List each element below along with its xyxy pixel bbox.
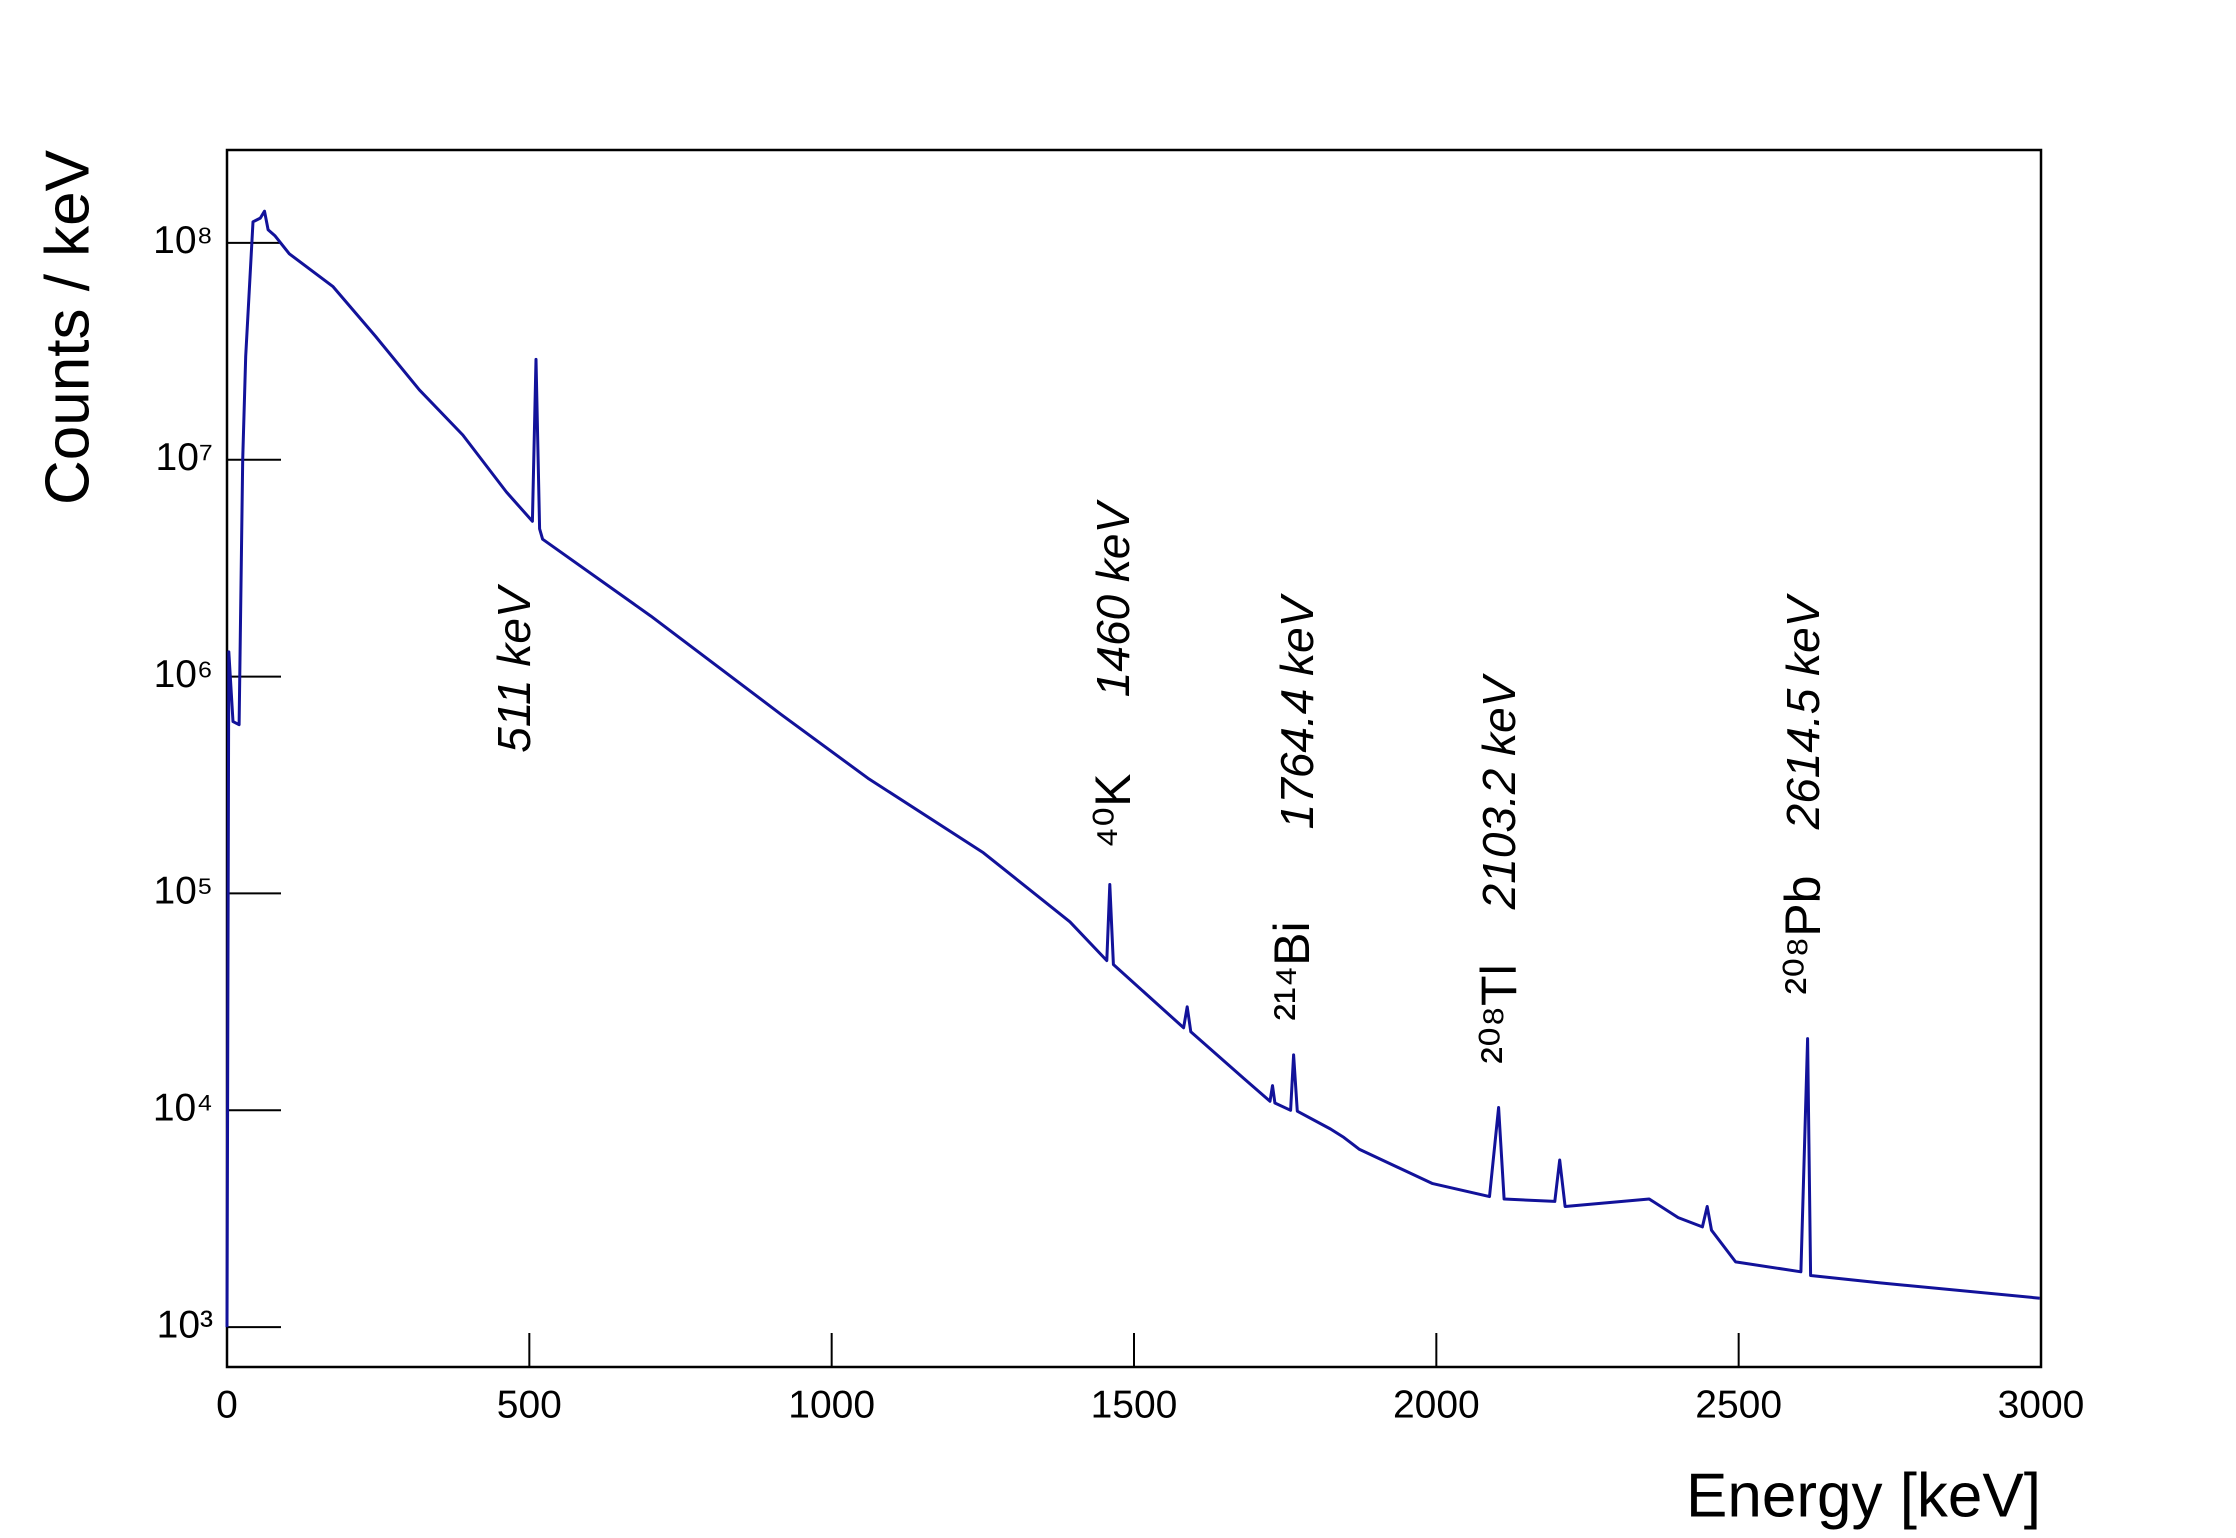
isotope-label: ⁴⁰K (1085, 774, 1141, 849)
x-tick-label: 1500 (1091, 1383, 1178, 1426)
x-tick-label: 500 (497, 1383, 562, 1426)
x-tick-label: 2000 (1393, 1383, 1480, 1426)
peak-label: 2614.5 keV (1777, 592, 1829, 830)
peak-label: 2103.2 keV (1473, 672, 1525, 910)
x-tick-label: 2500 (1695, 1383, 1782, 1426)
y-tick-label: 10⁴ (153, 1087, 213, 1130)
x-tick-label: 0 (216, 1383, 238, 1426)
x-tick-label: 3000 (1998, 1383, 2085, 1426)
spectrum-line (225, 209, 2040, 1328)
y-tick-label: 10⁷ (156, 436, 214, 479)
y-tick-label: 10³ (157, 1303, 213, 1346)
isotope-label: ²⁰⁸Tl (1471, 964, 1527, 1063)
peak-label: 1460 keV (1087, 499, 1139, 698)
y-tick-label: 10⁸ (153, 219, 213, 262)
x-axis-title: Energy [keV] (1686, 1461, 2041, 1530)
peak-label: 511 keV (488, 583, 540, 753)
y-tick-label: 10⁶ (154, 653, 213, 696)
isotope-label: ²⁰⁸Pb (1775, 876, 1831, 995)
y-axis-title: Counts / keV (33, 149, 102, 505)
y-tick-label: 10⁵ (153, 870, 213, 913)
x-tick-label: 1000 (788, 1383, 875, 1426)
peak-label: 1764.4 keV (1271, 592, 1323, 829)
isotope-label: ²¹⁴Bi (1264, 921, 1320, 1020)
